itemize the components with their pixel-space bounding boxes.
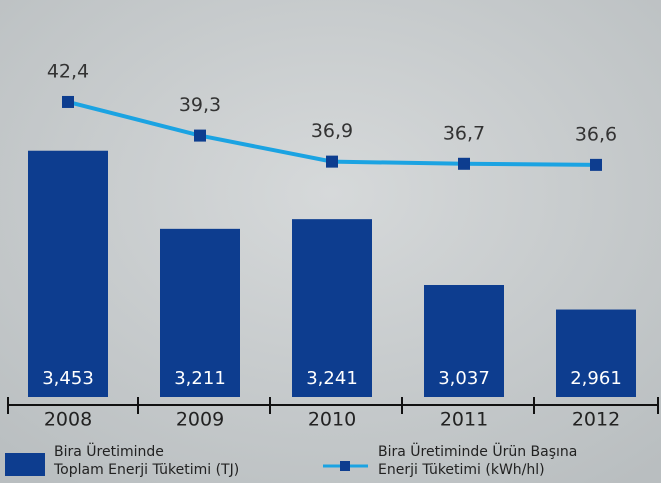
legend-label: Toplam Enerji Tüketimi (TJ)	[53, 462, 239, 478]
bar-label: 2,961	[570, 368, 622, 389]
bar	[160, 228, 240, 397]
x-tick-label: 2012	[572, 409, 620, 431]
marker	[62, 95, 74, 108]
legend-marker	[340, 461, 350, 471]
legend-label: Bira Üretiminde	[54, 442, 164, 460]
line-label: 39,3	[179, 94, 221, 116]
line-label: 42,4	[47, 60, 89, 82]
line-label: 36,6	[575, 123, 617, 145]
bar-label: 3,453	[42, 368, 94, 389]
x-tick-label: 2009	[176, 409, 224, 431]
x-tick-label: 2008	[44, 409, 92, 431]
marker	[590, 158, 602, 171]
line-label: 36,7	[443, 122, 485, 144]
line-label: 36,9	[311, 120, 353, 142]
legend-label: Enerji Tüketimi (kWh/hl)	[378, 462, 545, 478]
x-tick-label: 2010	[308, 409, 356, 431]
legend-swatch	[5, 453, 45, 476]
bar-label: 3,211	[174, 368, 226, 389]
legend-label: Bira Üretiminde Ürün Başına	[378, 442, 577, 460]
marker	[458, 157, 470, 170]
marker	[326, 155, 338, 168]
bar	[28, 150, 108, 397]
x-tick-label: 2011	[440, 409, 488, 431]
bar-label: 3,037	[438, 368, 490, 389]
marker	[194, 129, 206, 142]
bar	[556, 309, 636, 397]
bar	[292, 219, 372, 397]
bar	[424, 285, 504, 397]
bar-label: 3,241	[306, 368, 358, 389]
